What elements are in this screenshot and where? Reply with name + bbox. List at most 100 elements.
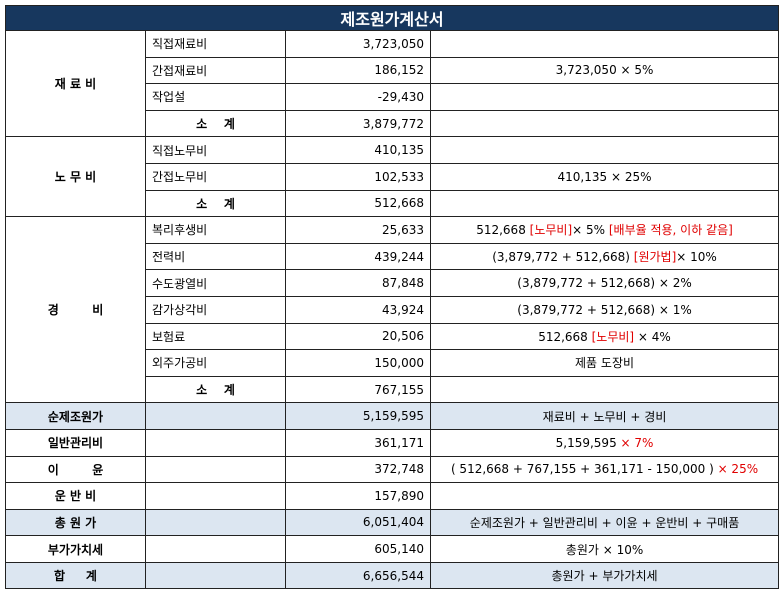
item: 간접노무비 [145, 162, 286, 191]
note: 총원가 + 부가가치세 [429, 561, 780, 590]
blank [145, 535, 286, 563]
note-part: 3,723,050 × 5% [555, 63, 654, 78]
note: 5,159,595 × 7% [429, 428, 780, 457]
note: (3,879,772 + 512,668) × 2% [429, 269, 780, 297]
note-part: 총원가 + 부가가치세 [551, 569, 658, 584]
note: (3,879,772 + 512,668) [원가법]× 10% [429, 242, 780, 271]
summary-label: 총 원 가 [5, 508, 146, 537]
group-label: 경 비 [5, 216, 146, 404]
row: 소 계 3,879,772 [6, 109, 780, 138]
amount: 186,152 [285, 56, 431, 85]
note: 제품 도장비 [429, 349, 780, 377]
note [429, 30, 780, 58]
group-label: 재 료 비 [5, 29, 146, 138]
note-part: × 10% [676, 250, 717, 265]
blank [145, 455, 286, 484]
group-label: 노 무 비 [5, 136, 146, 218]
amount: 3,879,772 [285, 109, 431, 138]
row: 전력비 439,244 (3,879,772 + 512,668) [원가법]× 1… [6, 242, 780, 271]
note-part: 순제조원가 + 일반관리비 + 이윤 + 운반비 + 구매품 [469, 515, 740, 530]
note-part: ( 512,668 + 767,155 + 361,171 - 150,000 … [450, 462, 718, 477]
item: 간접재료비 [145, 56, 286, 85]
item: 감가상각비 [145, 295, 286, 324]
summary-label: 순제조원가 [5, 402, 146, 430]
note: 총원가 × 10% [429, 535, 780, 563]
blank [145, 402, 286, 430]
row: 노 무 비 직접노무비 410,135 [5, 136, 780, 218]
item: 직접재료비 [145, 30, 286, 58]
item: 전력비 [145, 242, 286, 271]
row: 재 료 비 직접재료비 3,723,050 [5, 29, 780, 138]
note: ( 512,668 + 767,155 + 361,171 - 150,000 … [429, 455, 780, 484]
summary-label: 일반관리비 [5, 428, 146, 457]
summary-row: 부가가치세 605,140 총원가 × 10% [5, 535, 780, 563]
amount: 25,633 [285, 216, 431, 244]
note-part: × 7% [620, 435, 654, 450]
note-part: × 25% [717, 462, 759, 477]
amount: -29,430 [285, 83, 431, 111]
note-part: [노무비] [529, 223, 573, 238]
note: 512,668 [노무비] × 4% [429, 322, 780, 351]
amount: 20,506 [285, 322, 431, 351]
summary-row: 이 윤 372,748 ( 512,668 + 767,155 + 361,171 … [5, 455, 780, 484]
summary-label: 합 계 [5, 561, 146, 590]
amount: 372,748 [285, 455, 431, 484]
note: (3,879,772 + 512,668) × 1% [429, 295, 780, 324]
blank [145, 428, 286, 457]
note [429, 136, 780, 164]
amount: 6,656,544 [285, 561, 431, 590]
item: 소 계 [145, 109, 286, 138]
row: 감가상각비 43,924 (3,879,772 + 512,668) × 1% [6, 295, 780, 324]
note-part: [노무비] [591, 329, 635, 344]
note [429, 375, 780, 404]
amount: 102,533 [285, 162, 431, 191]
note: 재료비 + 노무비 + 경비 [429, 402, 780, 430]
amount: 605,140 [285, 535, 431, 563]
amount: 5,159,595 [285, 402, 431, 430]
note-part: (3,879,772 + 512,668) × 1% [517, 302, 692, 317]
blank [145, 508, 286, 537]
row: 경 비 복리후생비 25,633 512,668 [노무비]× 5% [배부율 적용,… [5, 216, 780, 404]
note [429, 109, 780, 138]
item: 직접노무비 [145, 136, 286, 164]
note [429, 189, 780, 218]
note: 410,135 × 25% [429, 162, 780, 191]
cost-sheet: 제조원가계산서 재 료 비 직접재료비 3,723,050 간접재료비 186,152 3… [4, 5, 780, 590]
item: 수도광열비 [145, 269, 286, 297]
row: 소 계 767,155 [6, 375, 780, 404]
amount: 439,244 [285, 242, 431, 271]
note-part: 512,668 [476, 223, 530, 238]
item: 소 계 [145, 375, 286, 404]
summary-label: 운 반 비 [5, 482, 146, 510]
item: 소 계 [145, 189, 286, 218]
item: 작업설 [145, 83, 286, 111]
summary-row: 일반관리비 361,171 5,159,595 × 7% [5, 428, 780, 457]
note-part: 총원가 × 10% [565, 542, 644, 557]
blank [145, 482, 286, 510]
title: 제조원가계산서 [4, 5, 780, 31]
amount: 150,000 [285, 349, 431, 377]
note-part: 512,668 [538, 329, 592, 344]
row: 간접노무비 102,533 410,135 × 25% [6, 162, 780, 191]
note: 순제조원가 + 일반관리비 + 이윤 + 운반비 + 구매품 [429, 508, 780, 537]
amount: 767,155 [285, 375, 431, 404]
note-part: 5,159,595 [555, 435, 621, 450]
note-part: 재료비 + 노무비 + 경비 [542, 409, 667, 424]
note-part: (3,879,772 + 512,668) × 2% [517, 276, 692, 291]
summary-label: 부가가치세 [5, 535, 146, 563]
summary-row: 순제조원가 5,159,595 재료비 + 노무비 + 경비 [5, 402, 780, 430]
amount: 43,924 [285, 295, 431, 324]
summary-row: 합 계 6,656,544 총원가 + 부가가치세 [5, 561, 780, 590]
item: 외주가공비 [145, 349, 286, 377]
blank [145, 561, 286, 590]
note [429, 83, 780, 111]
note-part: × 4% [634, 329, 671, 344]
note [429, 482, 780, 510]
note: 512,668 [노무비]× 5% [배부율 적용, 이하 같음] [429, 216, 780, 244]
item: 보험료 [145, 322, 286, 351]
summary-row: 운 반 비 157,890 [5, 482, 780, 510]
row: 외주가공비 150,000 제품 도장비 [6, 349, 780, 377]
note-part: [배부율 적용, 이하 같음] [608, 223, 733, 238]
note-part: [원가법] [633, 250, 677, 265]
amount: 87,848 [285, 269, 431, 297]
